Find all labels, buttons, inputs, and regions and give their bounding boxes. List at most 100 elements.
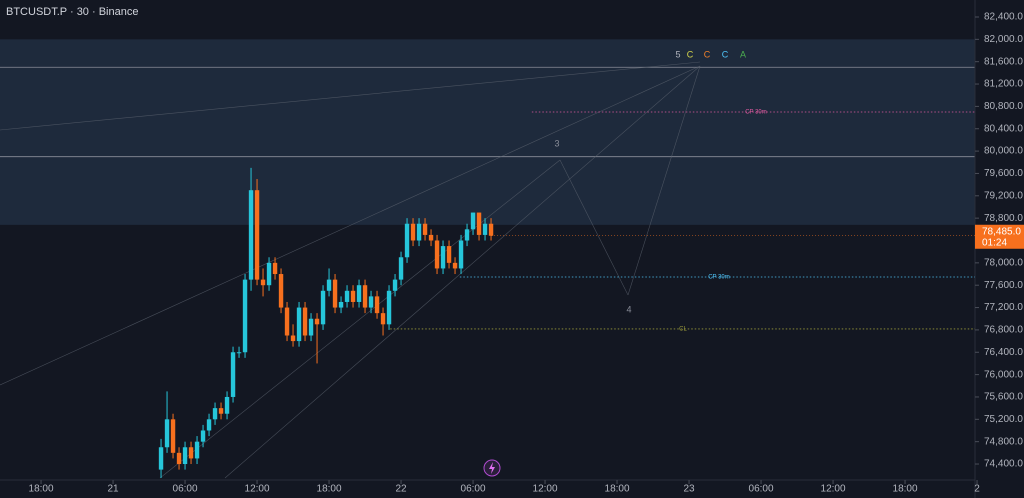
y-tick-label: 75,200.0 xyxy=(984,414,1023,425)
candle-body xyxy=(224,396,230,414)
y-tick-label: 81,600.0 xyxy=(984,56,1023,67)
candle-body xyxy=(272,262,278,275)
y-tick-label: 77,600.0 xyxy=(984,280,1023,291)
wave-label: C xyxy=(704,49,711,59)
candle-body xyxy=(464,229,470,241)
y-tick-label: 78,000.0 xyxy=(984,257,1023,268)
y-tick-label: 80,000.0 xyxy=(984,146,1023,157)
candle-body xyxy=(206,419,212,431)
candle-body xyxy=(230,352,236,397)
candle-body xyxy=(308,318,314,336)
replay-icon-bolt xyxy=(489,462,495,474)
candle-body xyxy=(446,246,452,263)
x-tick-label: 18:00 xyxy=(317,484,342,495)
level-label: CL xyxy=(679,327,687,333)
zones xyxy=(0,39,975,225)
zone xyxy=(0,39,975,225)
wave-label: C xyxy=(687,49,694,59)
candle-body xyxy=(176,452,182,465)
candle-body xyxy=(284,307,290,336)
candle-body xyxy=(488,223,494,236)
x-tick-label: 12:00 xyxy=(533,484,558,495)
candle-body xyxy=(470,212,476,230)
y-tick-label: 74,400.0 xyxy=(984,459,1023,470)
y-tick-label: 76,400.0 xyxy=(984,347,1023,358)
x-tick-label: 12:00 xyxy=(245,484,270,495)
countdown: 01:24 xyxy=(982,237,1007,248)
x-tick-label: 2 xyxy=(974,484,980,495)
level-label: CP 30m xyxy=(708,275,730,281)
candle-body xyxy=(212,408,218,420)
y-tick-label: 76,000.0 xyxy=(984,369,1023,380)
candle-body xyxy=(410,223,416,241)
candle-body xyxy=(440,246,446,269)
candle-body xyxy=(356,285,362,302)
candle-body xyxy=(398,257,404,280)
candle-body xyxy=(296,307,302,342)
trend-lines xyxy=(0,61,701,479)
x-tick-label: 21 xyxy=(107,484,119,495)
candle-body xyxy=(218,408,224,414)
x-tick-label: 18:00 xyxy=(29,484,54,495)
y-tick-label: 80,400.0 xyxy=(984,123,1023,134)
x-tick-label: 23 xyxy=(683,484,695,495)
candle-body xyxy=(344,290,350,302)
candle-body xyxy=(326,279,332,291)
candle-body xyxy=(338,301,344,308)
candle-body xyxy=(404,223,410,258)
x-tick-label: 18:00 xyxy=(893,484,918,495)
candle-body xyxy=(392,279,398,291)
last-price-label: 78,485.0 xyxy=(982,226,1021,237)
y-tick-label: 74,800.0 xyxy=(984,436,1023,447)
candle-body xyxy=(242,279,248,353)
candle-body xyxy=(452,262,458,269)
y-tick-label: 82,000.0 xyxy=(984,34,1023,45)
candle-body xyxy=(182,447,188,465)
candle-body xyxy=(368,296,374,308)
candle-body xyxy=(386,290,392,325)
candle-body xyxy=(158,447,164,470)
y-tick-label: 77,200.0 xyxy=(984,302,1023,313)
candle-body xyxy=(422,223,428,235)
candle-body xyxy=(302,307,308,336)
x-tick-label: 12:00 xyxy=(821,484,846,495)
wave-label: 5 xyxy=(675,49,680,59)
wave-label: A xyxy=(740,49,746,59)
candle-body xyxy=(164,419,170,448)
candle-body xyxy=(188,447,194,459)
level-label: CP 30m xyxy=(745,110,767,116)
candle-body xyxy=(290,335,296,342)
wave-label: C xyxy=(722,49,729,59)
wave-label: 4 xyxy=(626,304,631,314)
chart-title: BTCUSDT.P · 30 · Binance xyxy=(6,6,138,18)
candle-body xyxy=(236,352,242,354)
candle-body xyxy=(320,290,326,325)
candle-body xyxy=(194,441,200,459)
candle-body xyxy=(248,190,254,280)
candle-body xyxy=(260,279,266,286)
y-tick-label: 81,200.0 xyxy=(984,79,1023,90)
candle-body xyxy=(332,279,338,308)
y-tick-label: 79,200.0 xyxy=(984,190,1023,201)
candle-body xyxy=(200,430,206,442)
y-tick-label: 79,600.0 xyxy=(984,168,1023,179)
y-tick-label: 76,800.0 xyxy=(984,325,1023,336)
candle-body xyxy=(476,212,482,235)
candle-body xyxy=(428,234,434,241)
x-tick-label: 22 xyxy=(395,484,407,495)
x-tick-label: 06:00 xyxy=(749,484,774,495)
candle-body xyxy=(362,285,368,308)
wave-label: 3 xyxy=(554,138,559,148)
candle-body xyxy=(416,223,422,241)
candle-body xyxy=(434,240,440,269)
candle-body xyxy=(314,318,320,325)
candle-body xyxy=(374,296,380,314)
x-tick-label: 18:00 xyxy=(605,484,630,495)
candle-body xyxy=(170,419,176,453)
x-tick-label: 06:00 xyxy=(461,484,486,495)
candle-body xyxy=(266,262,272,286)
candle-body xyxy=(458,240,464,269)
candle-body xyxy=(350,290,356,302)
y-tick-label: 80,800.0 xyxy=(984,101,1023,112)
